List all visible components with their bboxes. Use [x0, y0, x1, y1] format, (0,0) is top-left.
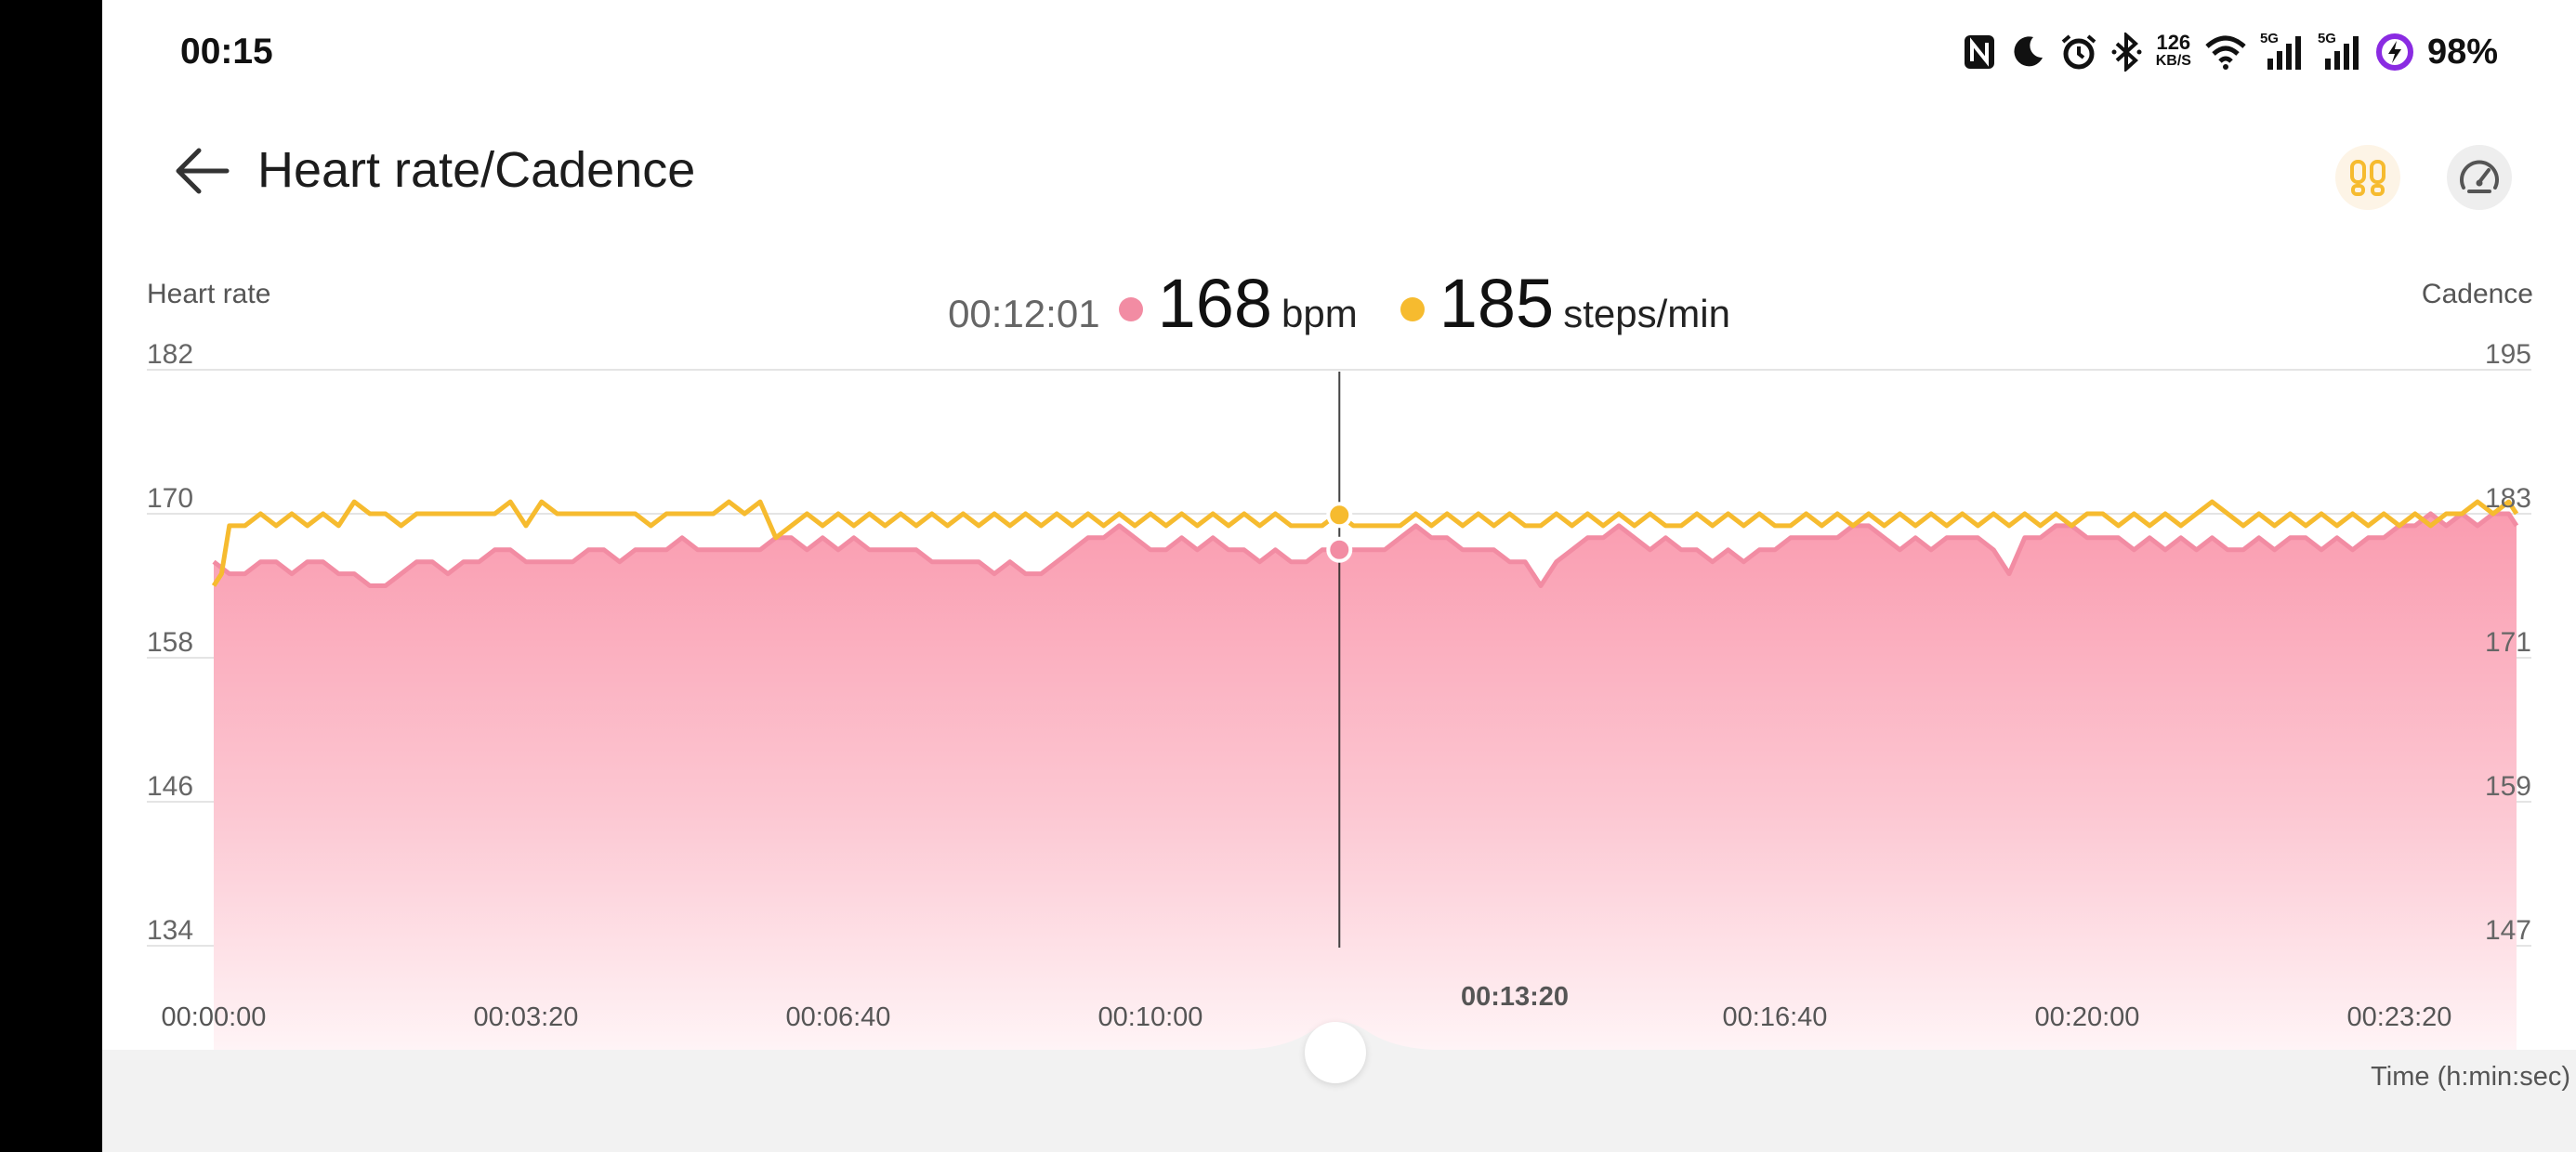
y-left-tick-label: 134: [147, 915, 193, 946]
heart-rate-area: [214, 514, 2517, 1050]
speedometer-icon: [2460, 160, 2499, 193]
x-axis-title: Time (h:min:sec): [2371, 1062, 2570, 1092]
y-right-tick-label: 195: [2485, 339, 2531, 370]
battery-percentage: 98%: [2426, 32, 2498, 72]
x-tick-label: 00:20:00: [2035, 1002, 2140, 1032]
pace-toggle-button[interactable]: [2447, 145, 2512, 210]
cadence-unit: steps/min: [1563, 292, 1730, 335]
x-tick-label: 00:13:20: [1461, 982, 1569, 1012]
status-time: 00:15: [180, 32, 273, 72]
status-icons: 126 KB/S 5G 5G 98%: [1963, 24, 2498, 80]
do-not-disturb-moon-icon: [2009, 33, 2046, 71]
y-left-tick-label: 182: [147, 339, 193, 370]
cadence-line: [211, 499, 2519, 587]
x-tick-label: 00:10:00: [1098, 1002, 1203, 1032]
readout-time: 00:12:01: [948, 292, 1100, 335]
cadence-legend-dot: [1400, 297, 1425, 321]
signal-5g-icon: 5G: [2259, 31, 2305, 72]
y-right-tick-label: 159: [2485, 771, 2531, 802]
x-tick-label: 00:16:40: [1723, 1002, 1828, 1032]
bluetooth-icon: [2111, 33, 2143, 72]
scrub-handle[interactable]: [1305, 1022, 1366, 1083]
network-speed-value: 126: [2156, 31, 2191, 54]
network-speed: 126 KB/S: [2156, 33, 2191, 71]
x-tick-label: 00:06:40: [786, 1002, 891, 1032]
y-right-tick-label: 171: [2485, 627, 2531, 658]
battery-charging-icon: [2375, 33, 2414, 72]
heart-rate-cadence-chart: 182 195 170 183 158 171 146 159 134 147 00:00:00 00…: [147, 339, 2531, 1050]
heart-rate-legend-dot: [1118, 297, 1143, 321]
cadence-value: 185: [1439, 265, 1555, 342]
back-button[interactable]: [167, 134, 242, 208]
signal-5g-label-2: 5G: [2317, 31, 2336, 46]
x-tick-label: 00:03:20: [474, 1002, 579, 1032]
signal-5g-icon-2: 5G: [2317, 31, 2362, 72]
y-right-tick-label: 183: [2485, 483, 2531, 514]
y-left-tick-label: 146: [147, 771, 193, 802]
x-tick-label: 00:00:00: [162, 1002, 267, 1032]
y-left-tick-label: 158: [147, 627, 193, 658]
nfc-icon: [1963, 33, 1996, 71]
heart-rate-value: 168: [1157, 265, 1273, 342]
left-axis-title: Heart rate: [147, 279, 271, 309]
cadence-cursor-marker: [1326, 502, 1353, 529]
signal-5g-label: 5G: [2259, 31, 2279, 46]
page-title: Heart rate/Cadence: [257, 142, 696, 198]
app-screen: 00:15 126 KB/S 5G 5G 98: [102, 0, 2576, 1152]
y-left-tick-label: 170: [147, 483, 193, 514]
y-right-tick-label: 147: [2485, 915, 2531, 946]
back-arrow-icon: [176, 148, 230, 194]
alarm-clock-icon: [2059, 33, 2098, 72]
x-tick-label: 00:23:20: [2347, 1002, 2452, 1032]
footsteps-icon: [2350, 160, 2385, 196]
value-readout: 00:12:01 168 bpm 185 steps/min: [102, 264, 2576, 343]
wifi-icon: [2204, 33, 2247, 71]
network-speed-unit: KB/S: [2155, 53, 2191, 69]
heart-rate-unit: bpm: [1281, 292, 1358, 335]
heart-rate-line: [212, 511, 2519, 588]
cadence-toggle-button[interactable]: [2335, 145, 2400, 210]
heart-rate-cursor-marker: [1326, 536, 1353, 563]
right-axis-title: Cadence: [2421, 279, 2533, 309]
